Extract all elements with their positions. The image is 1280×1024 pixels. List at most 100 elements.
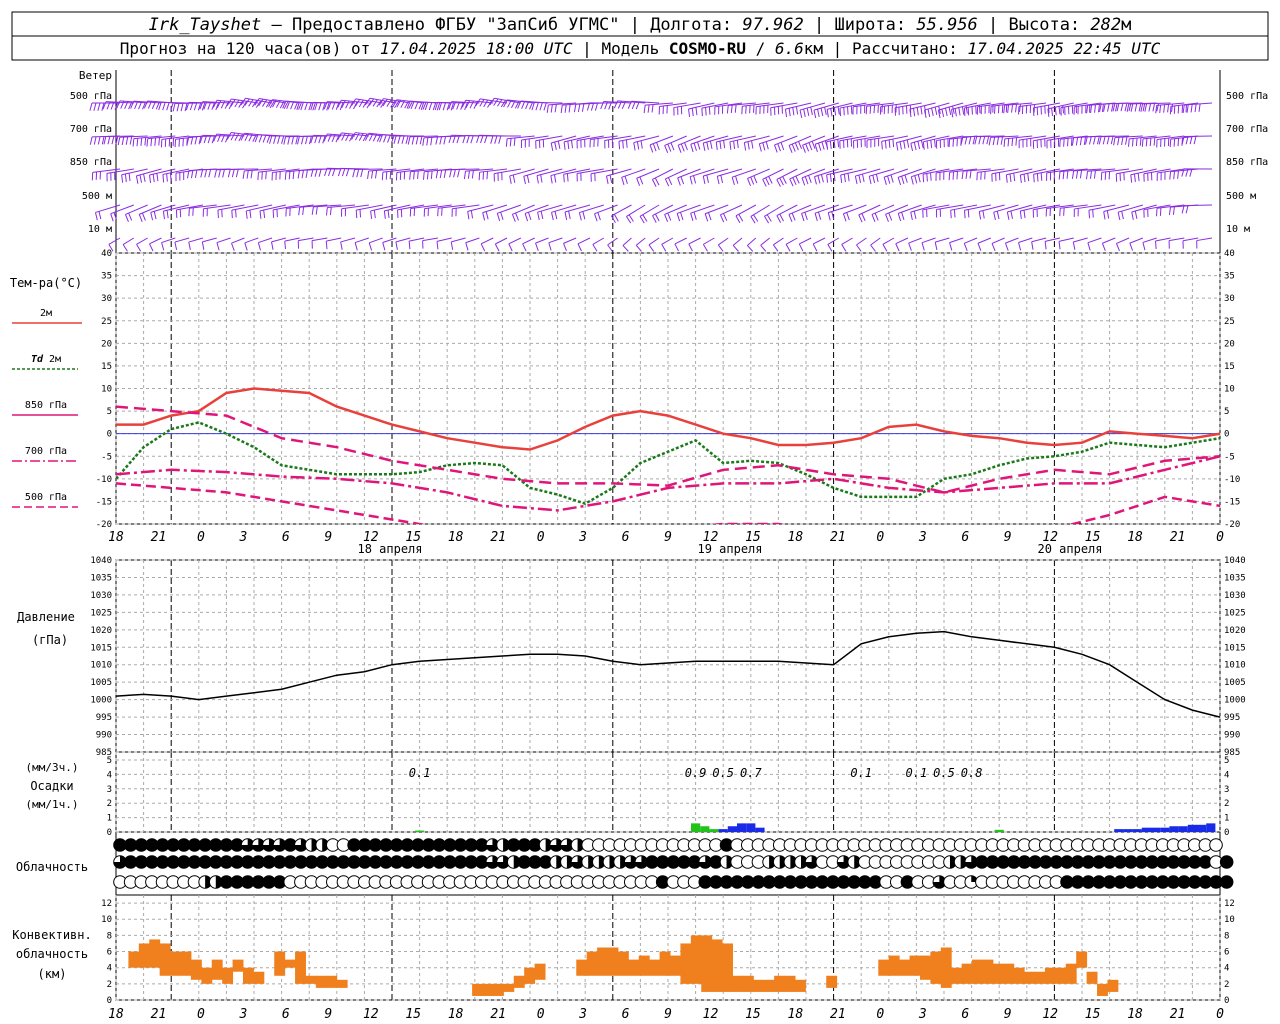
wind-barb-feather (1094, 104, 1096, 113)
wind-barb (577, 237, 591, 252)
temp-ytick-right: 35 (1224, 272, 1235, 282)
wind-barb-feather (161, 242, 165, 251)
wind-barb-feather (452, 135, 456, 144)
pressure-ytick-left: 1005 (90, 678, 112, 688)
wind-barb (383, 204, 411, 219)
wind-barb-feather (664, 214, 669, 223)
wind-barb-shaft (480, 237, 494, 245)
legend-t700-label: 700 гПа (25, 446, 67, 457)
wind-barb (337, 99, 369, 110)
wind-barb-feather (231, 169, 235, 178)
wind-barb-feather (651, 179, 657, 187)
wind-barb-feather (792, 177, 797, 185)
wind-barb-feather (1126, 103, 1130, 112)
wind-barb-shaft (136, 237, 148, 245)
wind-barb-feather (1142, 242, 1146, 251)
wind-barb-feather (941, 109, 945, 118)
wind-barb-shaft (512, 204, 535, 215)
wind-barb-feather (300, 102, 304, 111)
wind-barb (910, 204, 936, 221)
wind-barb-feather (1079, 137, 1083, 146)
wind-barb-feather (1018, 103, 1021, 112)
wind-barb-shaft (149, 237, 162, 245)
pressure-ytick-left: 1015 (90, 643, 112, 653)
wind-barb-shaft (843, 204, 867, 215)
wind-barb (1168, 237, 1185, 249)
wind-barb (788, 204, 812, 223)
wind-barb-feather (373, 210, 376, 219)
wind-barb-feather (1155, 105, 1158, 114)
wind-barb-shaft (785, 237, 798, 245)
wind-barb-feather (960, 136, 964, 145)
conv-xtick: 21 (490, 1007, 506, 1022)
cloud-cover-fill (496, 855, 510, 869)
wind-barb-shaft (1020, 204, 1047, 212)
wind-barb-feather (327, 101, 332, 110)
temp-series-t2m (116, 387, 1220, 451)
wind-barb-feather (383, 134, 387, 143)
wind-barb (746, 237, 757, 252)
wind-barb-feather (254, 98, 260, 106)
wind-barb-shaft (273, 204, 300, 211)
wind-barb-feather (158, 137, 161, 146)
wind-barb-shaft (92, 168, 121, 173)
wind-barb-feather (1103, 211, 1106, 220)
wind-barb-feather (982, 210, 985, 219)
wind-barb-feather (1135, 138, 1138, 147)
wind-barb (868, 168, 895, 185)
pressure-title-1: Давление (17, 610, 75, 624)
wind-barb-shaft (1101, 135, 1130, 138)
wind-barb (750, 204, 770, 224)
conv-bar (659, 951, 671, 976)
wind-barb-feather (1137, 173, 1140, 182)
wind-barb-feather (716, 176, 720, 185)
conv-bar (961, 963, 973, 984)
wind-barb-feather (362, 100, 368, 108)
wind-barb-shaft (963, 168, 991, 172)
wind-barb-shaft (732, 237, 743, 246)
wind-barb (661, 237, 674, 252)
wind-barb (1156, 135, 1185, 148)
wind-barb-feather (434, 102, 439, 111)
wind-barb-feather (1129, 242, 1134, 251)
wind-barb-shaft (949, 237, 964, 244)
temp-ytick-left: 20 (101, 339, 112, 349)
wind-barb-feather (536, 175, 539, 184)
wind-barb-feather (169, 172, 172, 181)
wind-barb-feather (122, 244, 128, 252)
wind-barb (689, 168, 715, 185)
wind-barb (150, 204, 176, 221)
wind-barb (702, 168, 729, 184)
pressure-line (115, 630, 1221, 718)
wind-barb-shaft (110, 204, 134, 215)
wind-barb (1100, 168, 1130, 181)
wind-barb-feather (143, 100, 149, 109)
wind-barb-feather (356, 169, 360, 178)
temp-ytick-right: 30 (1224, 294, 1235, 304)
conv-ytick-left: 12 (101, 899, 112, 909)
wind-barb-feather (1090, 104, 1093, 114)
wind-barb-feather (557, 140, 561, 149)
wind-barb-shaft (548, 237, 563, 244)
wind-barb-feather (1110, 136, 1114, 145)
wind-barb-feather (788, 145, 793, 154)
wind-barb-feather (1101, 103, 1104, 113)
wind-barb (422, 237, 439, 249)
wind-barb-shaft (465, 237, 480, 244)
wind-barb-feather (304, 136, 308, 145)
wind-barb-feather (326, 102, 330, 111)
wind-barb-feather (1181, 137, 1183, 146)
wind-barb-feather (308, 136, 312, 145)
wind-barb (130, 100, 162, 110)
wind-barb (1087, 237, 1102, 251)
wind-barb (226, 132, 259, 142)
wind-barb-feather (937, 110, 941, 119)
wind-barb (216, 237, 231, 251)
wind-barb-feather (920, 140, 924, 149)
conv-bar (1055, 967, 1067, 984)
wind-barb-feather (968, 136, 972, 145)
wind-barb-feather (259, 210, 262, 219)
wind-barb-feather (142, 101, 147, 110)
wind-barb-shaft (494, 97, 521, 104)
wind-barb-feather (407, 136, 411, 145)
